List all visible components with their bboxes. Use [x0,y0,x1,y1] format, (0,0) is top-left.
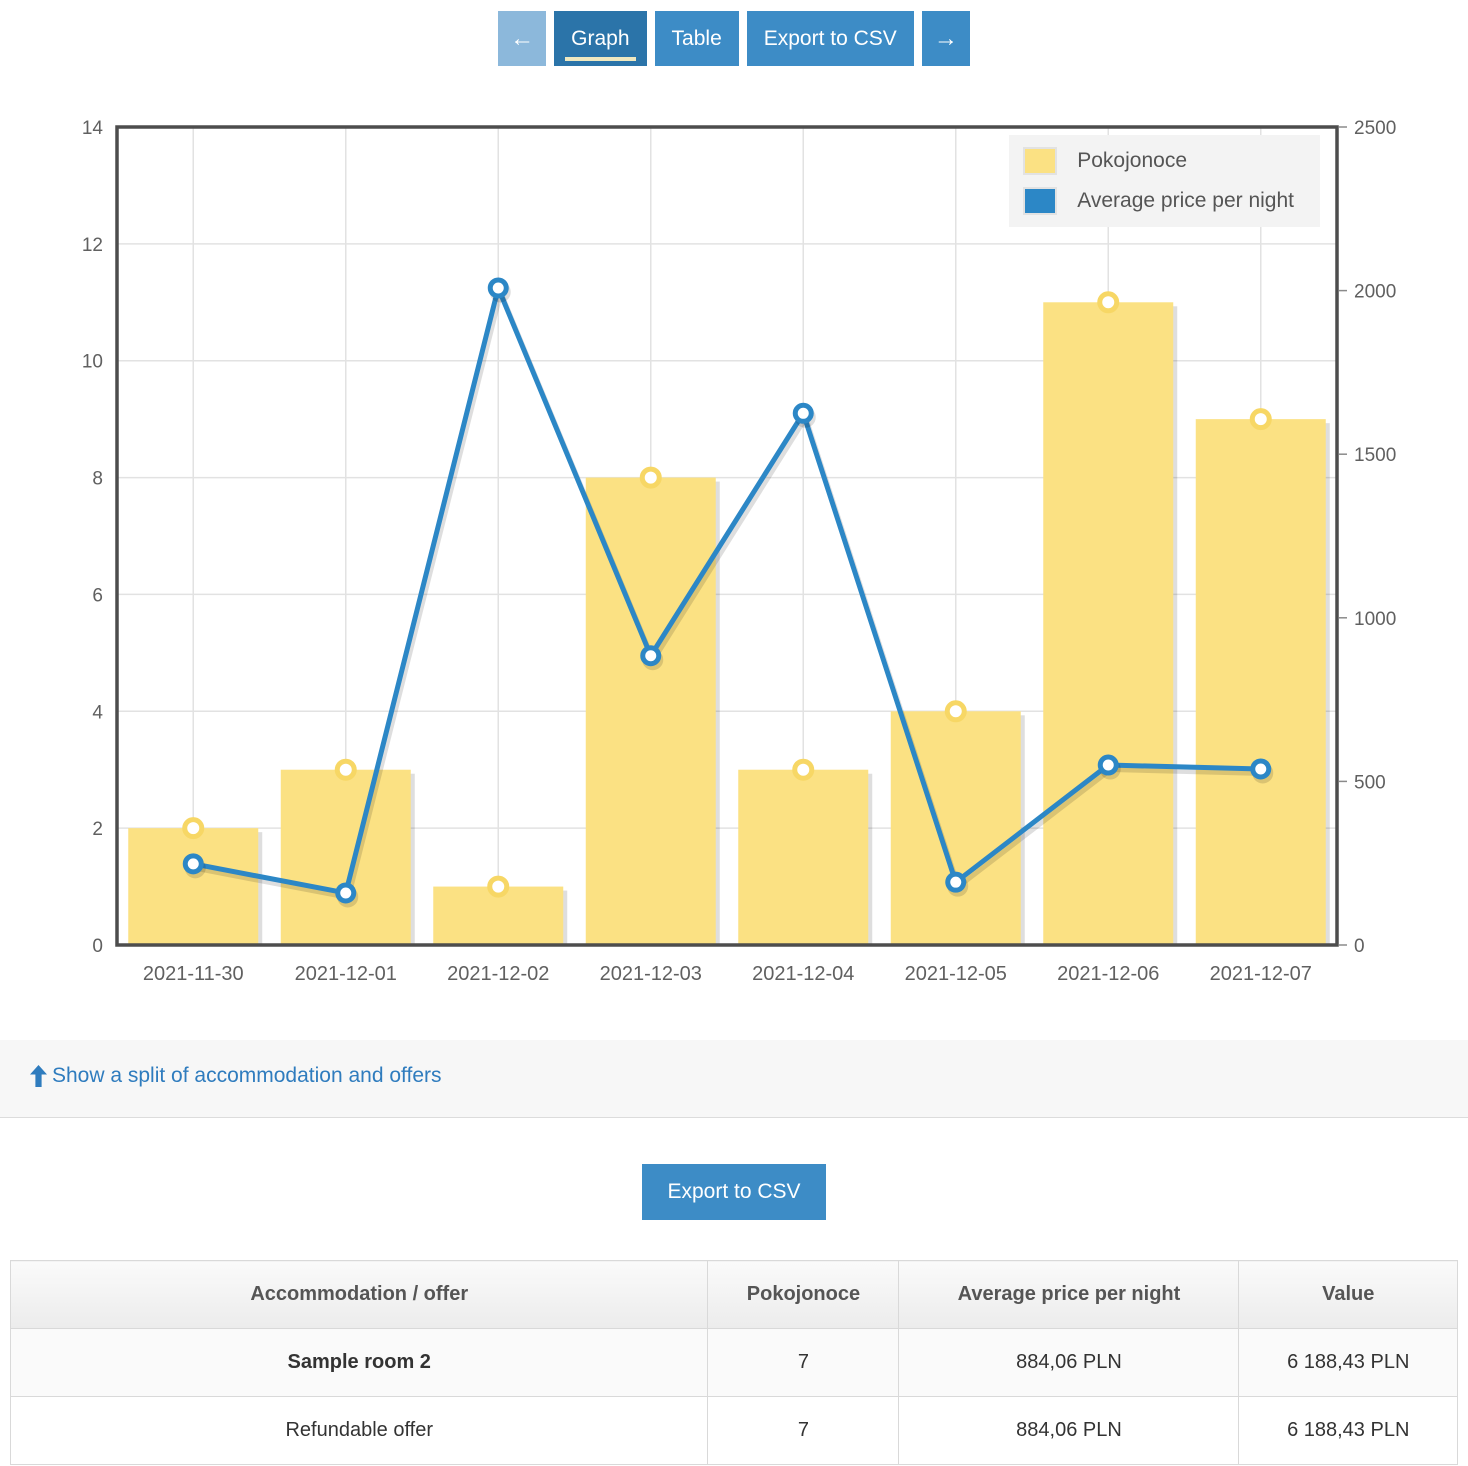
legend-label: Pokojonoce [1077,149,1187,172]
prev-period-button[interactable]: ← [498,11,547,66]
split-toggle-bar: Show a split of accommodation and offers [0,1040,1468,1118]
line-path [192,285,1261,896]
line-point [792,402,814,424]
export-csv-button-top[interactable]: Export to CSV [746,11,914,66]
axis-tick-label: 4 [92,702,103,723]
summary-table: Accommodation / offer Pokojonoce Average p… [9,1260,1458,1465]
table-header-cell: Pokojonoce [707,1260,900,1329]
axis-tick-label: 2021-12-05 [905,963,1007,985]
bar-series [128,291,1330,946]
table-cell: 7 [707,1328,900,1397]
table-cell: Refundable offer [9,1396,709,1465]
axis-tick-label: 2 [92,819,103,840]
axis-tick-label: 6 [92,585,103,606]
axis-tick-label: 0 [92,936,103,957]
axis-tick-label: 1500 [1354,445,1396,466]
chart-legend: Pokojonoce Average price per night [1009,135,1320,227]
export-row: Export to CSV [0,1164,1468,1220]
next-period-button[interactable]: → [921,11,970,66]
axis-tick-label: 2021-12-01 [295,963,397,985]
bar [1043,302,1174,945]
price-chart: 0 2 4 6 8 10 12 14 0 500 1000 1500 2000 2500 2021-11-3… [0,100,1468,1000]
bar-marker [1249,408,1272,431]
table-row: Sample room 2 7 884,06 PLN 6 188,43 PLN [9,1328,1458,1397]
legend-swatch-bar [1023,147,1058,175]
bar-marker [334,758,357,781]
axis-tick-label: 2021-12-02 [447,963,549,985]
axis-tick-label: 0 [1354,936,1365,957]
bar-marker [792,758,815,781]
show-split-label: Show a split of accommodation and offers [52,1064,442,1087]
chart-toolbar: ← Graph Table Export to CSV → [0,0,1468,66]
tab-graph[interactable]: Graph [554,11,647,66]
bar [128,828,259,945]
line-series [182,277,1274,908]
table-cell: 6 188,43 PLN [1238,1328,1458,1397]
bar [280,769,411,945]
bar-marker [1097,291,1120,314]
axis-tick-label: 12 [82,235,103,256]
bar-marker [182,817,205,840]
plot-border [115,125,1339,947]
axis-tick-label: 500 [1354,772,1386,793]
table-cell: 6 188,43 PLN [1238,1396,1458,1465]
table-header-row: Accommodation / offer Pokojonoce Average p… [9,1260,1458,1329]
axis-tick-label: 2021-12-04 [752,963,854,985]
line-point [945,871,967,893]
bar [1195,419,1326,946]
line-point [182,853,204,875]
table-row: Refundable offer 7 884,06 PLN 6 188,43 PLN [9,1396,1458,1465]
arrow-up-icon [30,1065,47,1087]
table-header-cell: Average price per night [898,1260,1240,1329]
export-csv-button[interactable]: Export to CSV [642,1164,826,1220]
table-header-cell: Value [1238,1260,1458,1329]
axis-tick-label: 2021-11-30 [143,963,244,985]
axis-labels: 0 2 4 6 8 10 12 14 0 500 1000 1500 2000 2500 2021-11-3… [82,118,1396,985]
bar-marker [639,466,662,489]
chart-canvas: 0 2 4 6 8 10 12 14 0 500 1000 1500 2000 2500 2021-11-3… [82,118,1396,985]
axis-tick-label: 2021-12-03 [600,963,702,985]
legend-swatch-line [1023,187,1058,215]
axis-tick-label: 14 [82,118,104,139]
legend-item: Average price per night [1023,187,1294,215]
line-point [335,882,357,904]
legend-label: Average price per night [1077,189,1294,212]
axis-tick-label: 8 [92,469,103,490]
line-point [487,277,509,299]
bar [738,769,869,945]
arrow-left-icon: ← [510,24,535,52]
line-point [640,645,662,667]
tab-table[interactable]: Table [654,11,739,66]
table-cell: 7 [707,1396,900,1465]
axis-tick-label: 10 [82,352,103,373]
summary-table-wrap: Accommodation / offer Pokojonoce Average p… [9,1260,1458,1465]
arrow-right-icon: → [933,24,958,52]
bar-marker [944,700,967,723]
legend-item: Pokojonoce [1023,147,1294,175]
table-header-cell: Accommodation / offer [9,1260,709,1329]
line-point [1250,758,1272,780]
bar-marker [487,875,510,898]
table-cell: Sample room 2 [9,1328,709,1397]
axis-tick-label: 2500 [1354,118,1396,139]
axis-tick-label: 2021-12-06 [1057,963,1159,985]
axis-tick-label: 2000 [1354,282,1396,303]
axis-tick-label: 1000 [1354,609,1396,630]
table-cell: 884,06 PLN [898,1328,1240,1397]
axis-tick-label: 2021-12-07 [1210,963,1312,985]
show-split-link[interactable]: Show a split of accommodation and offers [30,1064,442,1088]
table-cell: 884,06 PLN [898,1396,1240,1465]
line-point [1097,754,1119,776]
line-shadow [195,289,1264,900]
